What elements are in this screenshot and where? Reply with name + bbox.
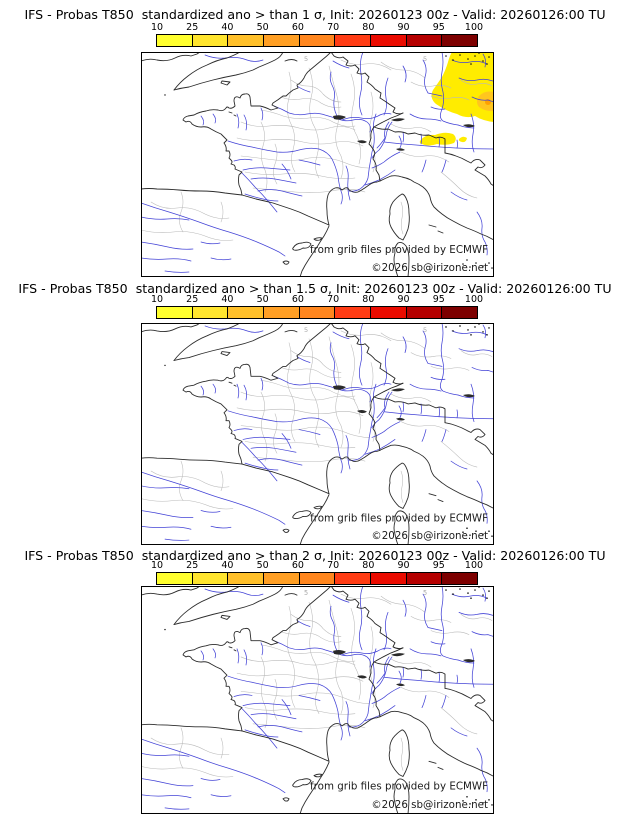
credit-ecmwf: from grib files provided by ECMWF — [310, 781, 488, 793]
colorbar-tick-labels: 10 25 40 50 60 70 80 90 95 100 — [151, 294, 483, 305]
colorbar-tick: 80 — [362, 294, 375, 305]
colorbar-tick: 60 — [291, 560, 304, 571]
colorbar-tick: 70 — [327, 22, 340, 33]
colorbar-tick: 100 — [464, 560, 484, 571]
colorbar-segment — [371, 35, 406, 46]
colorbar-tick: 60 — [291, 22, 304, 33]
colorbar-segment — [264, 573, 299, 584]
map-panel: 5 5 from grib files provided by ECMWF ©2… — [141, 52, 494, 277]
colorbar-scale — [156, 306, 478, 319]
colorbar-tick: 70 — [327, 294, 340, 305]
colorbar-tick: 25 — [186, 294, 199, 305]
colorbar-segment — [335, 35, 371, 46]
panel-title: IFS - Probas T850 standardized ano > tha… — [18, 281, 612, 296]
colorbar-segment — [228, 307, 264, 318]
colorbar-tick: 70 — [327, 560, 340, 571]
colorbar-scale — [156, 34, 478, 47]
colorbar-tick: 60 — [291, 294, 304, 305]
colorbar-tick: 10 — [150, 22, 164, 33]
colorbar-tick: 95 — [432, 22, 445, 33]
colorbar-segment — [335, 573, 371, 584]
colorbar-tick: 50 — [256, 560, 269, 571]
colorbar-tick-labels: 10 25 40 50 60 70 80 90 95 100 — [151, 560, 483, 571]
colorbar-segment — [157, 573, 192, 584]
colorbar-segment — [371, 307, 406, 318]
colorbar-tick-labels: 10 25 40 50 60 70 80 90 95 100 — [151, 22, 483, 33]
meridian-label: 5 — [423, 55, 427, 63]
colorbar-tick: 90 — [397, 22, 410, 33]
credit-ecmwf: from grib files provided by ECMWF — [310, 244, 488, 256]
colorbar-tick: 50 — [256, 22, 269, 33]
colorbar-segment — [264, 307, 299, 318]
colorbar-segment — [157, 307, 192, 318]
panel-title: IFS - Probas T850 standardized ano > tha… — [24, 7, 606, 22]
colorbar-tick: 25 — [186, 22, 199, 33]
colorbar-tick: 90 — [397, 560, 410, 571]
credit-copyright: ©2026 sb@irizone.net — [371, 531, 488, 542]
colorbar-segment — [406, 307, 442, 318]
anomaly-shading-layer — [419, 52, 494, 146]
colorbar-segment — [264, 35, 299, 46]
colorbar-tick: 95 — [432, 560, 445, 571]
colorbar-segment — [299, 35, 335, 46]
france-probability-map: 5 5 from grib files provided by ECMWF ©2… — [141, 586, 494, 814]
colorbar-tick: 40 — [221, 560, 234, 571]
colorbar-segment — [442, 35, 478, 46]
colorbar-tick: 25 — [186, 560, 199, 571]
colorbar-tick: 80 — [362, 560, 375, 571]
meridian-label: 5 — [304, 55, 308, 63]
colorbar-segment — [406, 35, 442, 46]
colorbar-segment — [192, 307, 228, 318]
colorbar-tick: 100 — [464, 22, 484, 33]
colorbar: 10 25 40 50 60 70 80 90 95 100 — [151, 294, 483, 319]
colorbar-segment — [335, 307, 371, 318]
meridian-label: 5 — [304, 589, 308, 597]
colorbar-tick: 10 — [150, 294, 164, 305]
credit-ecmwf: from grib files provided by ECMWF — [310, 513, 488, 524]
credit-copyright: ©2026 sb@irizone.net — [371, 799, 488, 811]
colorbar: 10 25 40 50 60 70 80 90 95 100 — [151, 560, 483, 585]
colorbar-segment — [192, 573, 228, 584]
colorbar-tick: 40 — [221, 22, 234, 33]
colorbar-segment — [192, 35, 228, 46]
colorbar-scale — [156, 572, 478, 585]
france-probability-map: 5 5 from grib files provided by ECMWF ©2… — [141, 323, 494, 545]
colorbar-segment — [442, 307, 478, 318]
colorbar-segment — [157, 35, 192, 46]
colorbar-tick: 10 — [150, 560, 164, 571]
colorbar-segment — [299, 307, 335, 318]
credit-copyright: ©2026 sb@irizone.net — [371, 262, 488, 274]
colorbar-segment — [442, 573, 478, 584]
france-probability-map: 5 5 from grib files provided by ECMWF ©2… — [141, 52, 494, 277]
panel-title: IFS - Probas T850 standardized ano > tha… — [24, 548, 606, 563]
colorbar-tick: 40 — [221, 294, 234, 305]
colorbar-tick: 100 — [464, 294, 484, 305]
colorbar-segment — [228, 573, 264, 584]
colorbar-segment — [299, 573, 335, 584]
colorbar-segment — [406, 573, 442, 584]
meridian-label: 5 — [304, 326, 308, 334]
colorbar-segment — [371, 573, 406, 584]
basemap-layer — [141, 323, 494, 545]
colorbar-tick: 50 — [256, 294, 269, 305]
colorbar-segment — [228, 35, 264, 46]
colorbar-tick: 80 — [362, 22, 375, 33]
colorbar-tick: 95 — [432, 294, 445, 305]
colorbar-tick: 90 — [397, 294, 410, 305]
map-panel: 5 5 from grib files provided by ECMWF ©2… — [141, 586, 494, 814]
meridian-label: 5 — [423, 589, 427, 597]
colorbar: 10 25 40 50 60 70 80 90 95 100 — [151, 22, 483, 47]
map-panel: 5 5 from grib files provided by ECMWF ©2… — [141, 323, 494, 545]
meridian-label: 5 — [423, 326, 427, 334]
